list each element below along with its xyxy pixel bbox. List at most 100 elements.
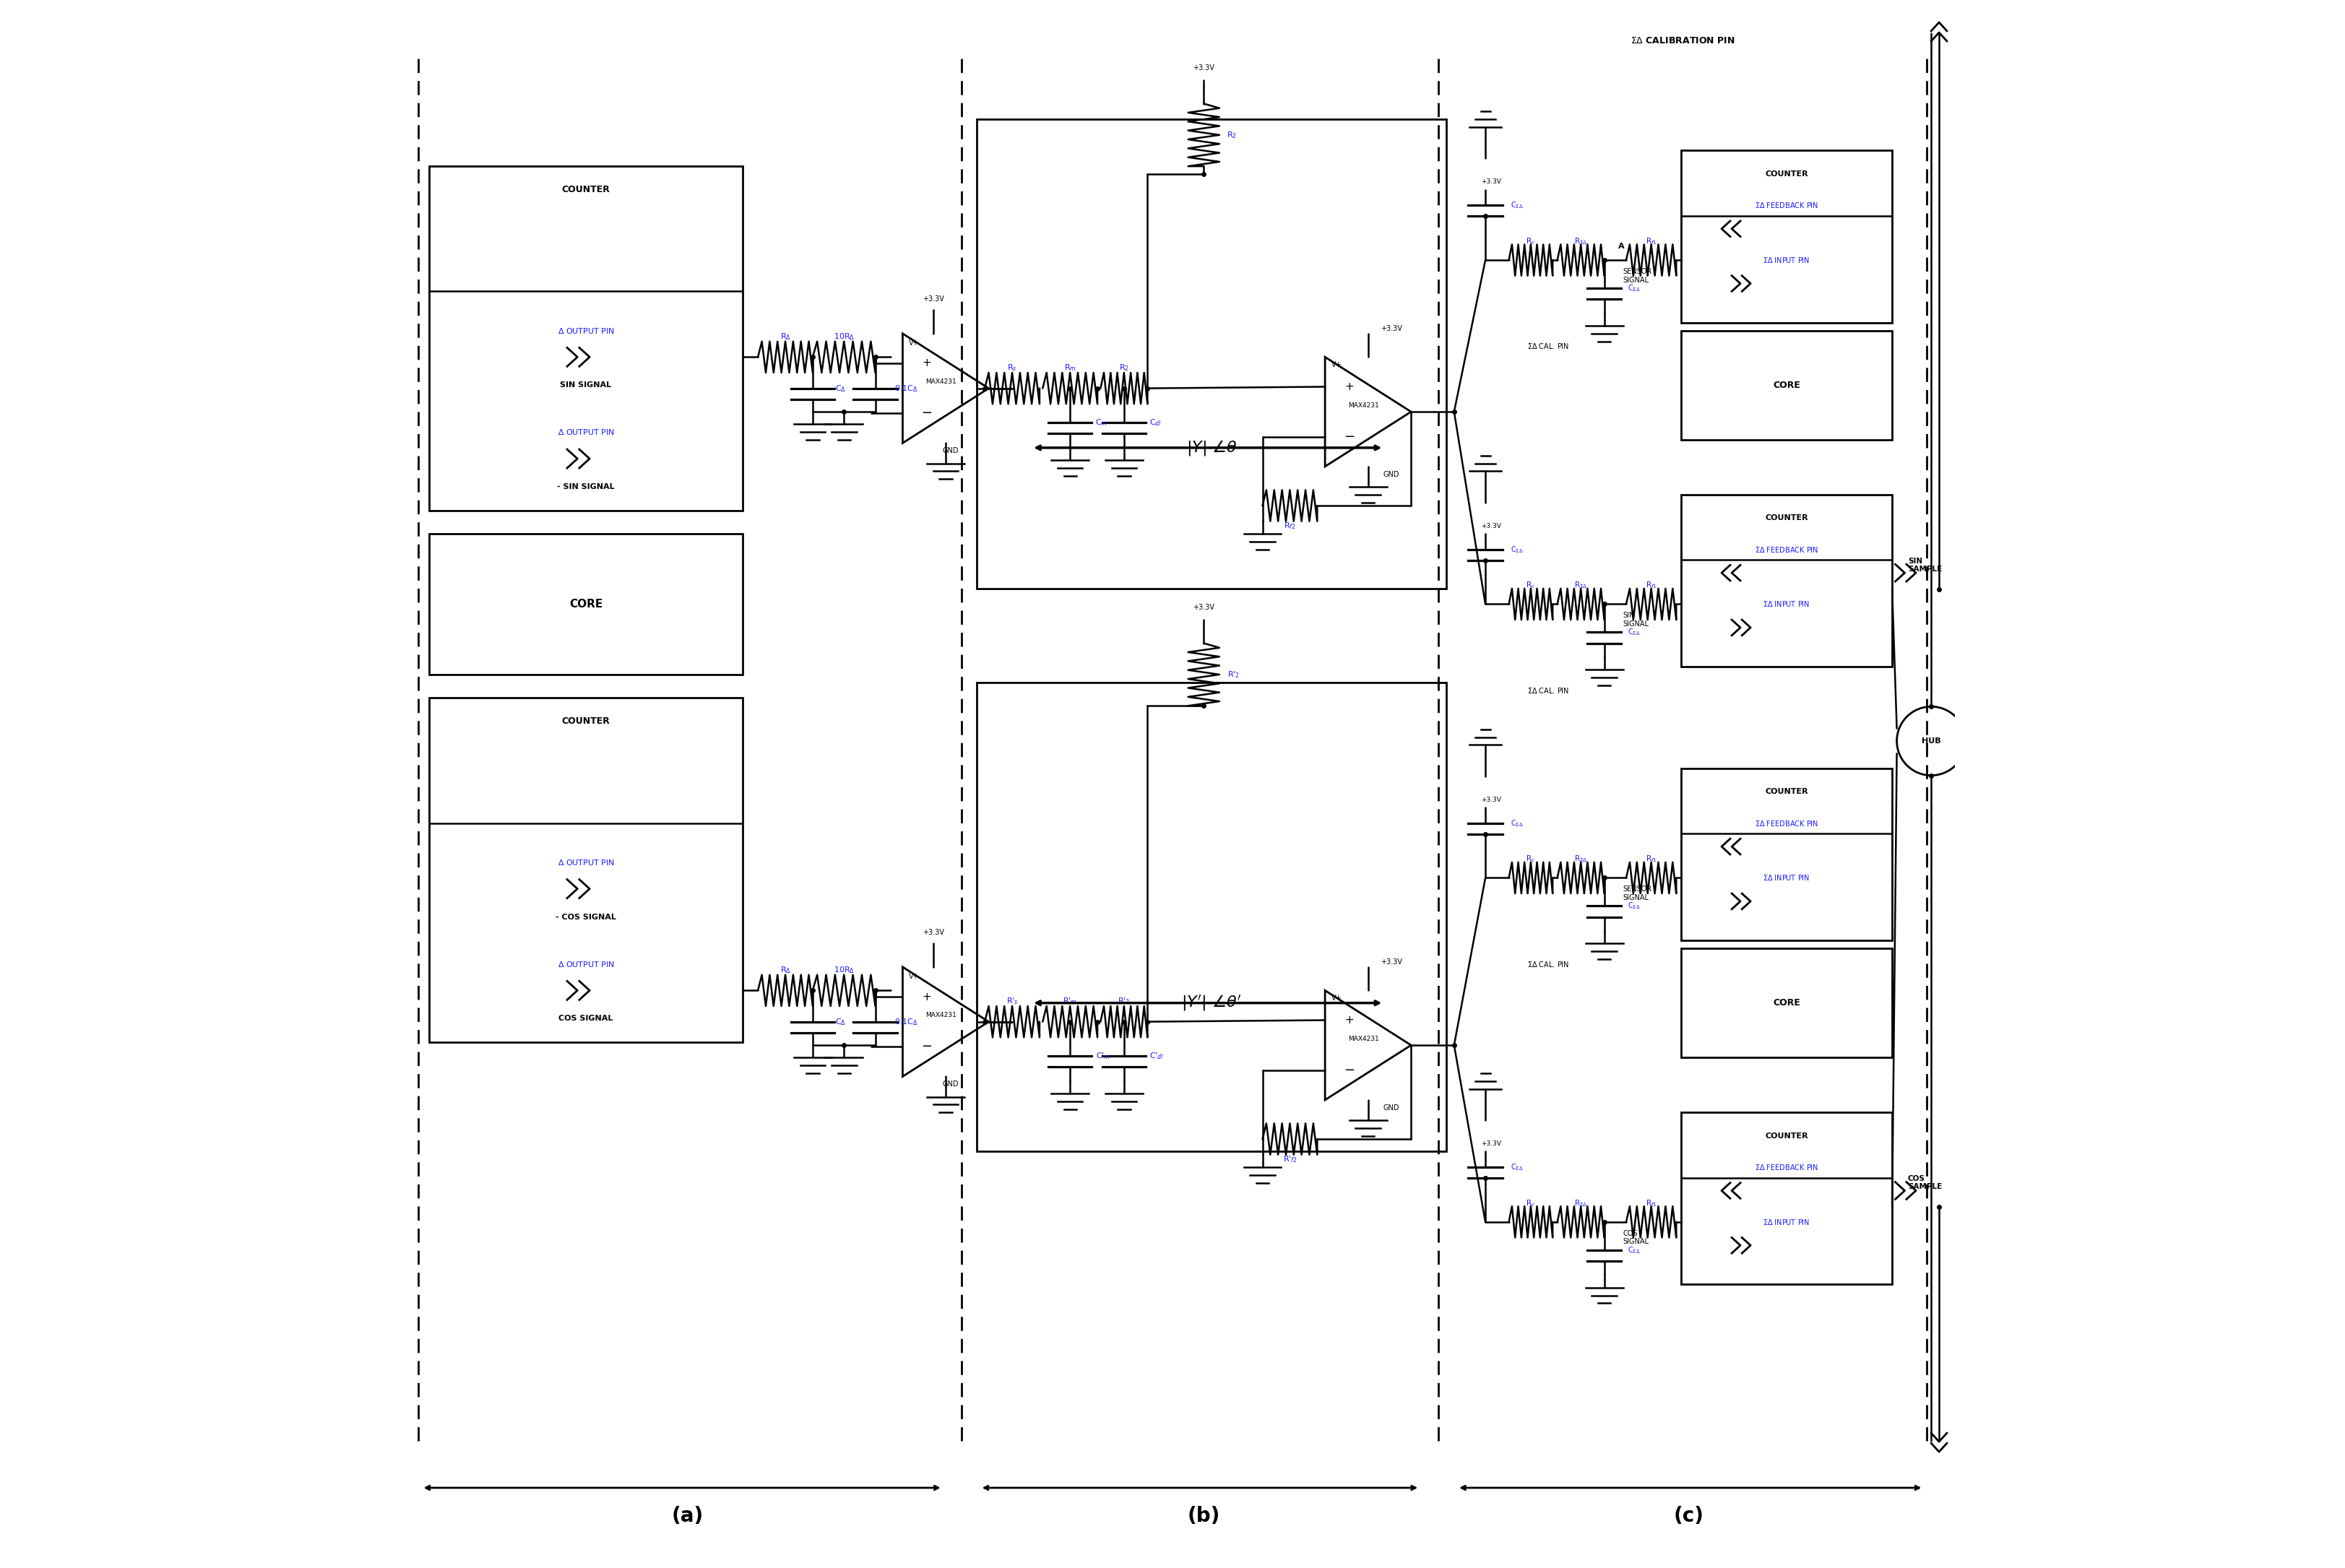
Text: $\Sigma\Delta$ INPUT PIN: $\Sigma\Delta$ INPUT PIN (1763, 1218, 1810, 1226)
Text: COS
SAMPLE: COS SAMPLE (1909, 1174, 1942, 1190)
Text: $\Sigma\Delta$ CAL. PIN: $\Sigma\Delta$ CAL. PIN (1527, 342, 1569, 350)
Bar (1681, 494, 1892, 666)
Text: C$_{\Sigma\Delta}$: C$_{\Sigma\Delta}$ (1627, 902, 1641, 911)
Text: −: − (922, 1040, 933, 1054)
Text: +3.3V: +3.3V (1381, 325, 1402, 332)
Text: −: − (922, 406, 933, 420)
Text: $|Y|\ \angle\theta$: $|Y|\ \angle\theta$ (1187, 439, 1238, 458)
Text: R$_c$: R$_c$ (1527, 855, 1536, 864)
Text: C$_{\Sigma\Delta}$: C$_{\Sigma\Delta}$ (1627, 627, 1641, 637)
Text: $\Sigma\Delta$ CAL. PIN: $\Sigma\Delta$ CAL. PIN (1527, 960, 1569, 967)
Text: $\Sigma\Delta$ CAL. PIN: $\Sigma\Delta$ CAL. PIN (1527, 685, 1569, 695)
Text: $\Sigma\Delta$ FEEDBACK PIN: $\Sigma\Delta$ FEEDBACK PIN (1754, 201, 1817, 210)
Text: $\Sigma\Delta$ FEEDBACK PIN: $\Sigma\Delta$ FEEDBACK PIN (1754, 1163, 1817, 1171)
Text: MAX4231: MAX4231 (926, 1013, 957, 1019)
Text: R$_{\Sigma\Delta}$: R$_{\Sigma\Delta}$ (1573, 855, 1588, 864)
Text: +: + (1344, 381, 1353, 392)
Text: COUNTER: COUNTER (563, 717, 610, 726)
Text: +3.3V: +3.3V (1480, 522, 1501, 528)
Bar (1681, 151, 1892, 323)
Text: C'$_m$: C'$_m$ (1095, 1051, 1109, 1062)
Text: $\Delta$ OUTPUT PIN: $\Delta$ OUTPUT PIN (558, 326, 614, 336)
Text: COS
SIGNAL: COS SIGNAL (1623, 1229, 1649, 1245)
Text: $|Y'|\ \angle\theta'$: $|Y'|\ \angle\theta'$ (1182, 994, 1243, 1013)
Text: $\Delta$ OUTPUT PIN: $\Delta$ OUTPUT PIN (558, 960, 614, 967)
Text: C$_{\Sigma\Delta}$: C$_{\Sigma\Delta}$ (1510, 1162, 1524, 1173)
Bar (1681, 331, 1892, 441)
Text: $\Delta$ OUTPUT PIN: $\Delta$ OUTPUT PIN (558, 428, 614, 436)
Text: COUNTER: COUNTER (1766, 514, 1808, 522)
Text: 0.1C$_\Delta$: 0.1C$_\Delta$ (896, 1016, 919, 1027)
Text: C$_{\Sigma\Delta}$: C$_{\Sigma\Delta}$ (1510, 818, 1524, 828)
Text: +3.3V: +3.3V (922, 295, 945, 303)
Text: R'$_{f2}$: R'$_{f2}$ (1283, 1154, 1297, 1165)
Text: +3.3V: +3.3V (1381, 958, 1402, 966)
Text: SIN
SIGNAL: SIN SIGNAL (1623, 612, 1649, 627)
Bar (429, 166, 743, 510)
Text: MAX4231: MAX4231 (926, 379, 957, 386)
Text: −: − (1344, 1063, 1355, 1077)
Text: V+: V+ (910, 339, 919, 347)
Bar (1681, 768, 1892, 941)
Text: HUB: HUB (1921, 737, 1942, 745)
Text: - COS SIGNAL: - COS SIGNAL (556, 913, 617, 920)
Text: (a): (a) (671, 1505, 703, 1526)
Text: R$_m$: R$_m$ (1065, 364, 1076, 373)
Text: CORE: CORE (1773, 381, 1801, 390)
Text: R$_c$: R$_c$ (1527, 580, 1536, 591)
Text: R$_{\Sigma\Delta}$: R$_{\Sigma\Delta}$ (1573, 1198, 1588, 1207)
Text: R$_{f1}$: R$_{f1}$ (1646, 237, 1658, 246)
Text: R$_{f1}$: R$_{f1}$ (1646, 855, 1658, 864)
Text: GND: GND (943, 1080, 959, 1088)
Text: R$_s$: R$_s$ (1008, 364, 1018, 373)
Text: +: + (1344, 1014, 1353, 1025)
Text: −: − (1344, 430, 1355, 444)
Text: (c): (c) (1674, 1505, 1705, 1526)
Text: - SIN SIGNAL: - SIN SIGNAL (558, 483, 614, 491)
Text: SIN
SAMPLE: SIN SAMPLE (1909, 557, 1942, 572)
Bar (429, 698, 743, 1043)
Text: +3.3V: +3.3V (1194, 604, 1215, 612)
Text: R'$_2$: R'$_2$ (1226, 670, 1241, 679)
Text: GND: GND (1384, 470, 1400, 478)
Text: $\Sigma\Delta$ INPUT PIN: $\Sigma\Delta$ INPUT PIN (1763, 873, 1810, 883)
Text: CORE: CORE (570, 599, 603, 610)
Text: +: + (922, 358, 931, 368)
Text: GND: GND (1384, 1104, 1400, 1112)
Text: 10R$_\Delta$: 10R$_\Delta$ (832, 966, 854, 975)
Text: C$_m$: C$_m$ (1095, 417, 1107, 428)
Text: C$_\Delta$: C$_\Delta$ (835, 1016, 847, 1027)
Text: R$_{f1}$: R$_{f1}$ (1646, 580, 1658, 591)
Text: C$_\Delta$: C$_\Delta$ (835, 383, 847, 394)
Text: +3.3V: +3.3V (1480, 797, 1501, 803)
Text: +3.3V: +3.3V (1480, 179, 1501, 185)
Text: +3.3V: +3.3V (922, 928, 945, 936)
Text: MAX4231: MAX4231 (1348, 403, 1379, 409)
Text: $\Sigma\Delta$ CALIBRATION PIN: $\Sigma\Delta$ CALIBRATION PIN (1630, 36, 1735, 45)
Text: $\Sigma\Delta$ FEEDBACK PIN: $\Sigma\Delta$ FEEDBACK PIN (1754, 818, 1817, 828)
Text: R$_2$: R$_2$ (1119, 364, 1128, 373)
Text: COUNTER: COUNTER (563, 185, 610, 194)
Text: SIN SIGNAL: SIN SIGNAL (560, 381, 612, 389)
Text: $\Sigma\Delta$ INPUT PIN: $\Sigma\Delta$ INPUT PIN (1763, 256, 1810, 265)
Text: MAX4231: MAX4231 (1348, 1036, 1379, 1043)
Bar (978, 119, 1447, 588)
Text: R$_\Delta$: R$_\Delta$ (781, 966, 790, 975)
Text: C$_{\Sigma\Delta}$: C$_{\Sigma\Delta}$ (1510, 201, 1524, 210)
Bar (1681, 949, 1892, 1058)
Text: R$_{f2}$: R$_{f2}$ (1283, 521, 1297, 532)
Text: C$_{\Sigma\Delta}$: C$_{\Sigma\Delta}$ (1627, 1245, 1641, 1254)
Text: V+: V+ (1332, 994, 1341, 1002)
Text: COS SIGNAL: COS SIGNAL (558, 1014, 612, 1022)
Text: +: + (922, 991, 931, 1002)
Text: +3.3V: +3.3V (1194, 64, 1215, 71)
Text: R'$_m$: R'$_m$ (1062, 996, 1076, 1007)
Text: R$_{\Sigma\Delta}$: R$_{\Sigma\Delta}$ (1573, 237, 1588, 246)
Text: R'$_2$: R'$_2$ (1119, 996, 1130, 1007)
Text: C'$_{dl}$: C'$_{dl}$ (1149, 1051, 1163, 1062)
Text: SENSOR
SIGNAL: SENSOR SIGNAL (1623, 268, 1653, 284)
Text: R$_c$: R$_c$ (1527, 1198, 1536, 1207)
Text: V+: V+ (1332, 361, 1341, 368)
Text: V+: V+ (910, 972, 919, 980)
Text: COUNTER: COUNTER (1766, 1132, 1808, 1140)
